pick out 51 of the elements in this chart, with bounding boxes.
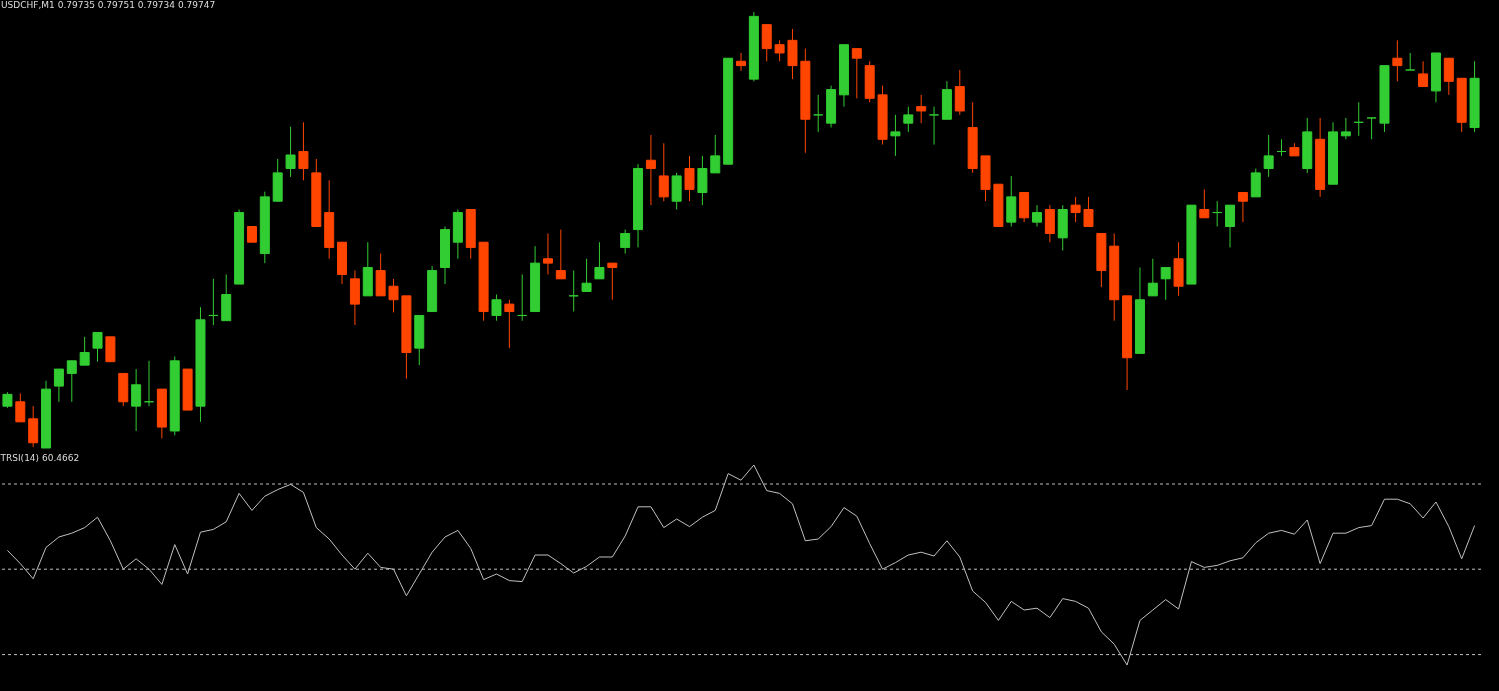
candlestick	[697, 155, 708, 206]
candlestick	[1083, 196, 1094, 228]
candlestick	[620, 229, 631, 255]
candlestick	[131, 368, 142, 432]
candlestick	[581, 258, 592, 292]
candlestick	[710, 134, 721, 174]
candlestick	[761, 24, 772, 62]
candlestick	[66, 360, 77, 403]
candlestick	[1443, 57, 1454, 96]
candlestick	[903, 106, 914, 133]
candlestick	[1237, 192, 1248, 223]
candlestick	[1147, 258, 1158, 297]
candlestick	[1070, 196, 1081, 223]
chart-title: USDCHF,M1 0.79735 0.79751 0.79734 0.79747	[1, 0, 216, 10]
candlestick	[736, 52, 746, 72]
candlestick	[298, 121, 309, 181]
candlestick	[607, 262, 618, 301]
candlestick	[388, 278, 399, 313]
candlestick	[1225, 204, 1236, 248]
candlestick	[851, 48, 862, 99]
candlestick	[15, 393, 26, 423]
candlestick	[916, 94, 927, 124]
candlestick	[1250, 168, 1261, 198]
chart-title: TRSI(14) 60.4662	[0, 452, 80, 463]
candlestick	[555, 229, 566, 280]
candlestick	[285, 126, 296, 178]
candlestick	[491, 294, 502, 322]
candlestick	[1392, 39, 1403, 82]
candlestick	[890, 114, 901, 157]
candlestick	[774, 39, 785, 62]
candlestick	[79, 336, 90, 366]
candlestick	[1160, 267, 1171, 301]
candlestick	[1340, 117, 1351, 140]
candlestick	[53, 368, 64, 403]
candlestick	[684, 155, 695, 202]
candlestick	[1044, 204, 1055, 243]
candlestick	[1263, 134, 1274, 178]
candlestick	[1405, 52, 1416, 71]
candlestick	[1418, 60, 1429, 88]
candlestick	[92, 331, 103, 363]
candlestick	[542, 232, 553, 275]
candlestick	[594, 241, 605, 280]
candlestick	[929, 106, 940, 146]
candlestick	[813, 94, 824, 133]
candlestick	[645, 134, 656, 206]
candlestick	[1199, 188, 1210, 219]
candlestick	[28, 405, 39, 448]
candlestick	[1366, 117, 1377, 140]
candlestick	[658, 142, 669, 202]
candlestick	[1032, 204, 1042, 228]
candlestick	[504, 299, 515, 349]
